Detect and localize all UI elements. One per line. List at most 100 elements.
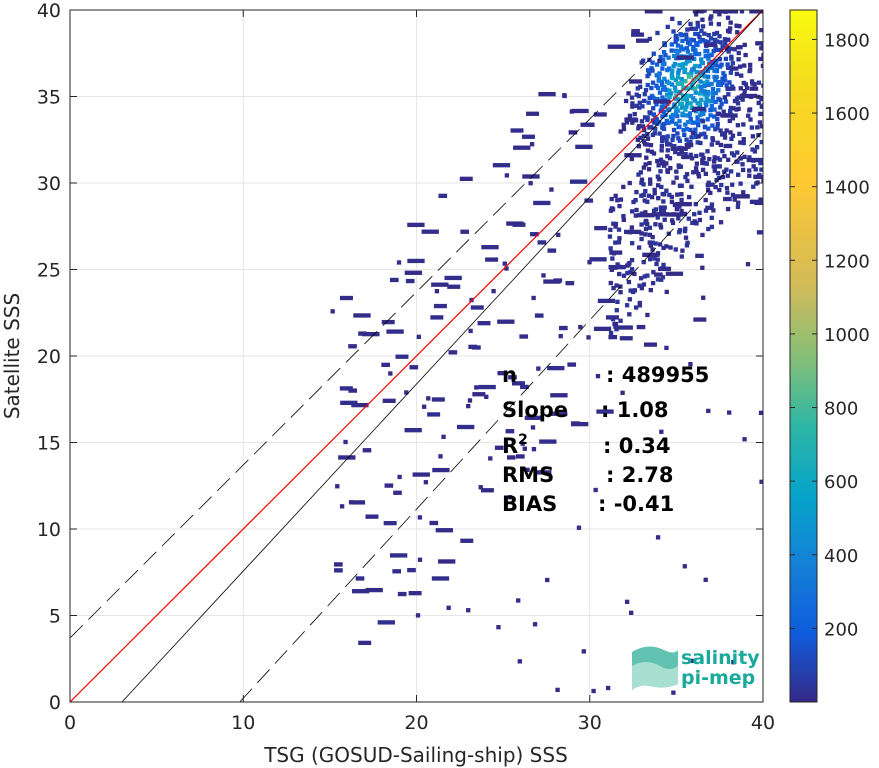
density-cell [351,589,370,594]
density-cell [684,142,694,148]
density-cell [431,282,449,287]
density-cell [528,181,533,186]
density-cell [758,56,763,62]
density-cell [687,113,692,118]
colorbar-tick-label: 1200 [824,251,870,272]
density-cell [648,125,654,130]
density-cell [634,189,639,195]
density-cell [658,208,664,214]
density-cell [617,203,622,209]
density-cells [330,10,763,695]
density-cell [635,86,640,91]
density-cell [665,169,671,175]
density-cell [408,591,422,596]
density-cell [690,658,695,664]
density-cell [660,275,666,280]
density-cell [655,257,660,262]
stat-value: : 0.34 [603,434,671,458]
density-cell [730,116,736,121]
density-cell [715,111,720,116]
density-cell [635,137,641,142]
density-cell [694,153,699,159]
density-cell [365,514,379,519]
density-cell [740,162,745,167]
density-cell [685,40,691,45]
density-cell [504,266,509,271]
density-cell [673,121,679,126]
density-cell [676,68,681,73]
density-cell [735,123,741,128]
density-cell [715,116,720,122]
density-cell [738,45,743,50]
density-cell [697,210,702,216]
density-cell [688,52,693,58]
density-cell [397,474,402,480]
density-cell [685,240,690,245]
density-cell [646,193,651,198]
density-cell [615,325,633,330]
density-cell [740,97,745,102]
density-cell [651,106,656,111]
density-cell [675,131,680,136]
density-cell [723,56,729,62]
density-cell [739,73,744,78]
density-cell [709,65,715,70]
density-cell [647,36,652,42]
density-cell [670,220,676,226]
density-cell [651,212,670,217]
density-cell [591,688,596,694]
density-cell [722,73,727,79]
density-cell [740,167,746,173]
density-cell [741,140,746,146]
density-cell [679,183,684,188]
density-cell [723,143,733,149]
density-cell [457,424,475,430]
density-cell [658,266,672,272]
density-cell [382,398,396,403]
density-cell [693,63,698,69]
density-cell [642,115,648,120]
density-cell [466,608,471,613]
density-cell [438,193,448,199]
density-cell [571,108,589,114]
density-cell [659,184,664,190]
density-cell [743,82,748,87]
density-cell [686,194,692,200]
density-cell [617,236,622,241]
density-cell [742,154,747,160]
density-cell [661,199,666,204]
density-cell [504,173,510,178]
density-cell [650,280,656,286]
density-cell [684,137,689,142]
density-cell [662,42,668,48]
density-cell [466,403,471,409]
density-cell [759,46,763,51]
stat-value: : 1.08 [601,398,669,422]
density-cell [431,576,450,581]
density-cell [720,80,725,85]
density-cell [541,273,546,278]
density-cell [676,55,694,60]
stat-value: : -0.41 [598,492,674,516]
density-cell [663,53,668,58]
density-cell [676,48,682,54]
density-cell [655,215,660,220]
density-cell [750,147,755,152]
density-cell [679,192,684,197]
density-cell [755,125,760,130]
density-cell [722,95,728,100]
density-cell [714,74,719,80]
density-cell [730,61,735,66]
density-cell [695,84,701,89]
density-cell [608,330,614,336]
density-cell [735,204,741,209]
density-cell [714,67,720,73]
density-cell [505,429,515,434]
density-cell [641,259,646,265]
density-cell [670,137,675,142]
density-cell [737,24,742,29]
density-cell [621,217,626,223]
density-cell [698,112,703,118]
density-cell [655,183,661,188]
x-tick-label: 20 [404,712,428,734]
